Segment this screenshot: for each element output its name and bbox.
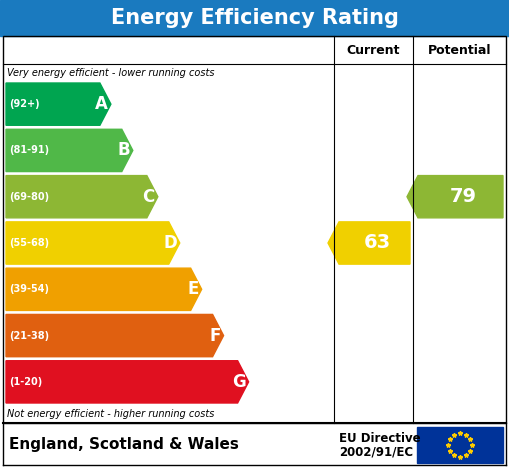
Polygon shape — [6, 83, 111, 125]
Polygon shape — [6, 361, 248, 403]
Polygon shape — [6, 176, 158, 218]
Text: D: D — [163, 234, 177, 252]
Text: (1-20): (1-20) — [9, 377, 42, 387]
Text: C: C — [143, 188, 155, 206]
Text: B: B — [117, 142, 130, 159]
Text: 63: 63 — [364, 234, 391, 253]
Text: G: G — [232, 373, 246, 391]
Text: 79: 79 — [450, 187, 477, 206]
Text: (69-80): (69-80) — [9, 192, 49, 202]
Text: England, Scotland & Wales: England, Scotland & Wales — [9, 438, 239, 453]
Text: (81-91): (81-91) — [9, 145, 49, 156]
Bar — [417, 427, 503, 463]
Text: A: A — [95, 95, 108, 113]
Text: 2002/91/EC: 2002/91/EC — [339, 446, 413, 459]
Bar — [3, 36, 506, 423]
Polygon shape — [407, 176, 503, 218]
Text: Very energy efficient - lower running costs: Very energy efficient - lower running co… — [7, 68, 214, 78]
Text: Current: Current — [347, 43, 400, 57]
Text: Energy Efficiency Rating: Energy Efficiency Rating — [110, 8, 399, 28]
Polygon shape — [6, 314, 223, 357]
Polygon shape — [6, 268, 202, 311]
Text: Potential: Potential — [428, 43, 491, 57]
Text: (21-38): (21-38) — [9, 331, 49, 340]
Text: Not energy efficient - higher running costs: Not energy efficient - higher running co… — [7, 409, 214, 419]
Text: E: E — [187, 280, 199, 298]
Polygon shape — [6, 222, 180, 264]
Text: F: F — [209, 326, 220, 345]
Text: (92+): (92+) — [9, 99, 40, 109]
Bar — [0, 0, 509, 36]
Polygon shape — [6, 129, 133, 171]
Text: (55-68): (55-68) — [9, 238, 49, 248]
Polygon shape — [328, 222, 410, 264]
Text: EU Directive: EU Directive — [339, 432, 420, 446]
Text: (39-54): (39-54) — [9, 284, 49, 294]
